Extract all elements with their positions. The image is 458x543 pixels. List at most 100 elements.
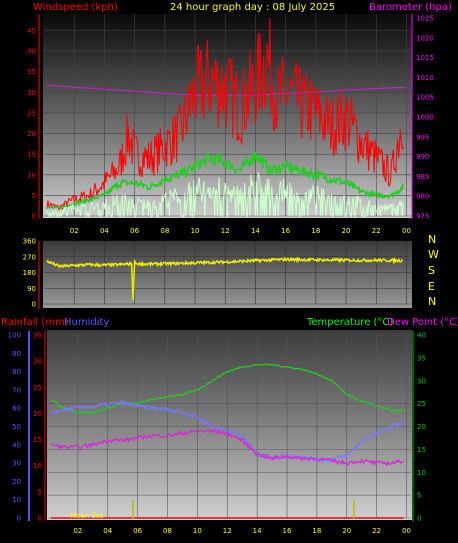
temperature-tick: 25 xyxy=(417,400,426,408)
windspeed-tick: 40 xyxy=(27,48,36,56)
temp-plot-area xyxy=(47,330,412,520)
dewpoint-axis-label: Dew Point (°C) xyxy=(387,317,458,328)
direction-tick: 360 xyxy=(23,238,36,246)
rainfall-tick: 15 xyxy=(33,436,42,444)
barometer-tick: 980 xyxy=(416,193,429,201)
wind-x-tick: 20 xyxy=(342,227,351,235)
barometer-tick: 975 xyxy=(416,213,429,221)
humidity-axis-label: Humidity xyxy=(64,317,109,328)
rainfall-tick: 35 xyxy=(33,332,42,340)
barometer-tick: 1015 xyxy=(416,54,434,62)
temp-x-tick: 20 xyxy=(342,527,351,535)
series-wind-avg-line xyxy=(46,151,404,210)
wind-x-tick: 18 xyxy=(311,227,320,235)
temperature-tick: 15 xyxy=(417,446,426,454)
temperature-tick: 20 xyxy=(417,423,426,431)
direction-tick-labels: 0 90 180 270 360 xyxy=(23,238,36,309)
humidity-tick: 40 xyxy=(12,441,21,449)
temp-x-tick: 16 xyxy=(283,527,292,535)
humidity-tick: 60 xyxy=(12,405,21,413)
direction-tick: 180 xyxy=(23,269,36,277)
temp-x-tick: 22 xyxy=(372,527,381,535)
wind-barometer-panel: Windspeed (kph) 24 hour graph day : 08 J… xyxy=(27,2,452,235)
compass-letter: N xyxy=(428,295,436,308)
temp-x-tick: 14 xyxy=(253,527,262,535)
temp-series xyxy=(50,363,405,519)
temperature-tick-labels: 0 5 10 15 20 25 30 35 40 xyxy=(417,332,426,523)
barometer-tick-labels: 975 980 985 990 995 1000 1005 1010 1015 1020 1025 xyxy=(416,14,434,220)
humidity-tick: 70 xyxy=(12,386,21,394)
humidity-tick: 90 xyxy=(12,350,21,358)
rainfall-axis-label: Rainfall (mm) xyxy=(1,317,69,328)
temperature-tick: 5 xyxy=(417,492,421,500)
windspeed-axis-label: Windspeed (kph) xyxy=(33,2,118,13)
series-direction-line xyxy=(46,256,404,301)
rainfall-tick: 30 xyxy=(33,358,42,366)
windspeed-tick: 45 xyxy=(27,27,36,35)
rainfall-tick: 0 xyxy=(38,515,42,523)
barometer-axis-label: Barometer (hpa) xyxy=(369,2,452,13)
wind-x-tick: 14 xyxy=(251,227,260,235)
windspeed-tick: 30 xyxy=(27,89,36,97)
wind-x-tick: 22 xyxy=(372,227,381,235)
temperature-humidity-panel: Rainfall (mm) Humidity Temperature (°C) … xyxy=(1,317,458,535)
barometer-tick: 1005 xyxy=(416,94,434,102)
direction-tick: 270 xyxy=(23,253,36,261)
compass-letter: N xyxy=(428,233,436,246)
rainfall-tick: 25 xyxy=(33,384,42,392)
barometer-tick: 990 xyxy=(416,153,429,161)
wind-x-tick: 08 xyxy=(160,227,169,235)
windspeed-tick: 20 xyxy=(27,130,36,138)
humidity-tick: 50 xyxy=(12,423,21,431)
moon-set-annotation: Moon Set xyxy=(70,512,103,520)
temperature-tick: 35 xyxy=(417,354,426,362)
temperature-tick: 0 xyxy=(417,515,421,523)
humidity-tick-labels: 0 10 20 30 40 50 60 70 80 90 100 xyxy=(8,332,21,523)
humidity-tick: 30 xyxy=(12,460,21,468)
windspeed-tick-labels: 0 5 10 15 20 25 30 35 40 45 xyxy=(27,27,36,221)
direction-plot-area xyxy=(43,241,412,308)
direction-gridlines xyxy=(44,240,411,305)
temperature-axis-label: Temperature (°C) xyxy=(306,317,393,328)
humidity-tick: 10 xyxy=(12,496,21,504)
humidity-tick: 100 xyxy=(8,332,21,340)
windspeed-tick: 10 xyxy=(27,171,36,179)
temperature-tick: 10 xyxy=(417,469,426,477)
barometer-tick: 1010 xyxy=(416,74,434,82)
compass-letter: E xyxy=(428,280,435,293)
wind-x-tick-labels: 02 04 06 08 10 12 14 16 18 20 22 00 xyxy=(70,227,411,235)
direction-tick: 90 xyxy=(27,285,36,293)
rainfall-tick: 5 xyxy=(38,488,42,496)
temp-x-tick: 08 xyxy=(163,527,172,535)
chart-title: 24 hour graph day : 08 July 2025 xyxy=(170,2,335,13)
temp-x-tick: 12 xyxy=(223,527,232,535)
barometer-tick: 1020 xyxy=(416,34,434,42)
windspeed-tick: 15 xyxy=(27,151,36,159)
wind-x-tick: 12 xyxy=(221,227,230,235)
temperature-tick: 40 xyxy=(417,332,426,340)
windspeed-tick: 0 xyxy=(32,213,36,221)
windspeed-tick: 25 xyxy=(27,109,36,117)
temp-x-tick: 10 xyxy=(193,527,202,535)
wind-x-tick: 00 xyxy=(402,227,411,235)
temp-x-tick: 04 xyxy=(103,527,112,535)
humidity-tick: 0 xyxy=(17,515,21,523)
temperature-tick: 30 xyxy=(417,377,426,385)
series-humidity-line xyxy=(50,399,405,463)
wind-x-tick: 16 xyxy=(281,227,290,235)
series-dew-point-line xyxy=(50,428,404,467)
series-wind-gust-line xyxy=(46,17,404,211)
barometer-tick: 1000 xyxy=(416,113,434,121)
series-wind-low-line xyxy=(46,172,404,218)
wind-x-tick: 06 xyxy=(130,227,139,235)
wind-x-tick: 02 xyxy=(70,227,79,235)
wind-x-tick: 04 xyxy=(100,227,109,235)
direction-series xyxy=(46,256,404,301)
wind-series xyxy=(46,17,407,218)
compass-letter: W xyxy=(428,248,439,261)
rainfall-tick: 20 xyxy=(33,410,42,418)
temp-x-tick-labels: 02 04 06 08 10 12 14 16 18 20 22 00 xyxy=(73,527,411,535)
